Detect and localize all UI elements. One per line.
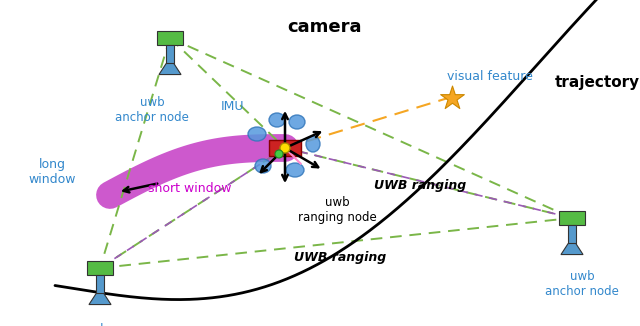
FancyBboxPatch shape <box>559 211 585 225</box>
Text: uwb
anchor node: uwb anchor node <box>58 323 132 326</box>
Ellipse shape <box>286 163 304 177</box>
Polygon shape <box>89 293 111 304</box>
FancyBboxPatch shape <box>87 261 113 275</box>
FancyBboxPatch shape <box>269 140 301 156</box>
Text: short window: short window <box>148 182 232 195</box>
FancyBboxPatch shape <box>166 45 174 64</box>
Text: visual feature: visual feature <box>447 69 533 82</box>
FancyBboxPatch shape <box>96 275 104 293</box>
Polygon shape <box>561 244 583 255</box>
Ellipse shape <box>255 159 271 173</box>
Polygon shape <box>159 64 181 75</box>
Text: IMU: IMU <box>221 99 244 112</box>
FancyBboxPatch shape <box>157 31 183 45</box>
Text: trajectory: trajectory <box>555 75 640 90</box>
Ellipse shape <box>289 115 305 129</box>
Circle shape <box>275 150 283 158</box>
Ellipse shape <box>306 136 320 152</box>
Point <box>447 96 457 101</box>
Ellipse shape <box>248 127 266 141</box>
Ellipse shape <box>269 113 285 127</box>
Text: camera: camera <box>288 18 362 36</box>
Text: uwb
anchor node: uwb anchor node <box>545 270 619 298</box>
Text: long
window: long window <box>28 158 76 186</box>
Circle shape <box>280 143 290 153</box>
Text: UWB ranging: UWB ranging <box>374 180 466 192</box>
Text: UWB ranging: UWB ranging <box>294 251 386 264</box>
Text: uwb
anchor node: uwb anchor node <box>115 96 189 124</box>
Text: uwb
ranging node: uwb ranging node <box>298 196 376 224</box>
FancyBboxPatch shape <box>568 225 576 244</box>
